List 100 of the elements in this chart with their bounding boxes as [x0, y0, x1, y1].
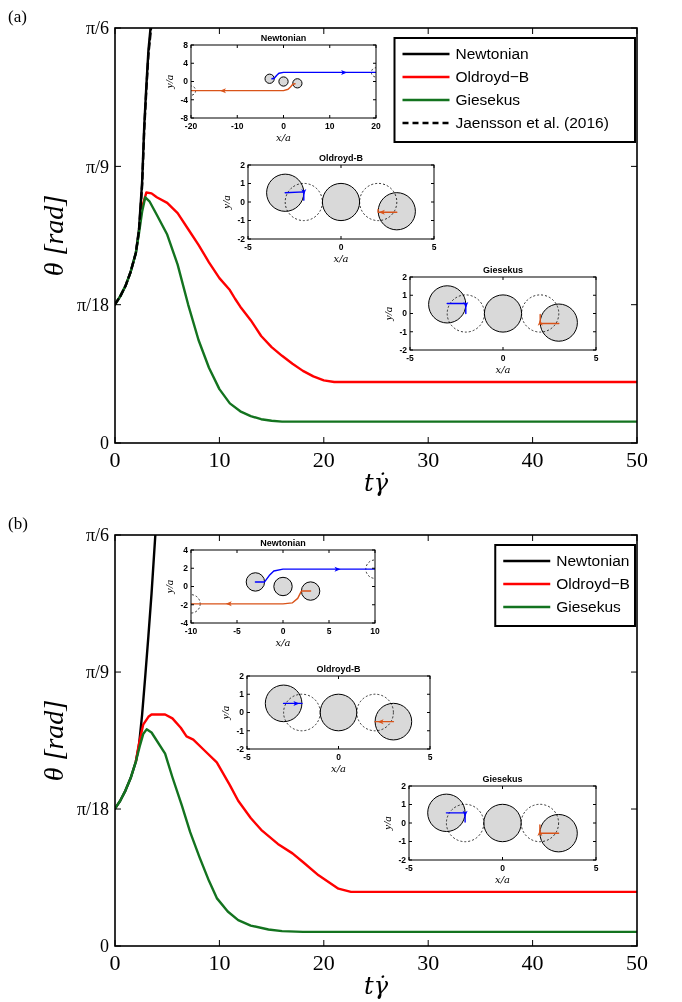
x-tick-label: 10	[208, 447, 231, 472]
x-tick-label: 20	[371, 121, 381, 131]
y-tick-label: 8	[183, 39, 189, 50]
y-tick-label: π/6	[85, 525, 109, 546]
x-tick-label: 0	[280, 626, 286, 636]
y-tick-label: -2	[180, 599, 189, 610]
x-tick-label: 5	[326, 626, 332, 636]
y-axis-title: y/a	[220, 194, 232, 210]
legend-label: Newtonian	[455, 45, 529, 63]
line-series	[140, 191, 637, 384]
y-tick-label: -1	[236, 725, 245, 736]
line-series	[115, 728, 637, 934]
y-tick-label: π/9	[85, 156, 109, 177]
y-tick-label: -1	[398, 836, 407, 847]
text: (b)	[8, 514, 28, 533]
y-tick-label: 1	[402, 290, 408, 301]
y-tick-label: 1	[239, 689, 245, 700]
chart-title: Newtonian	[260, 33, 307, 43]
y-axis-title: θ [rad]	[38, 194, 69, 277]
x-axis-title: x/a	[275, 637, 291, 648]
x-tick-label: 0	[500, 353, 506, 363]
y-tick-label: 2	[239, 670, 245, 681]
x-tick-label: 0	[500, 863, 506, 873]
y-tick-label: -2	[236, 743, 245, 754]
y-axis-title: y/a	[163, 579, 175, 595]
x-axis-title: tγ̇	[364, 469, 389, 497]
chart-title: Newtonian	[260, 538, 306, 548]
chart-title: Oldroyd-B	[316, 664, 361, 674]
y-tick-label: -4	[180, 94, 189, 105]
y-tick-label: -2	[237, 233, 246, 244]
legend-label: Jaensson et al. (2016)	[455, 114, 609, 132]
y-tick-label: -8	[180, 112, 189, 123]
x-tick-label: 30	[417, 447, 440, 472]
y-tick-label: 4	[183, 58, 189, 69]
y-axis-title: y/a	[381, 815, 393, 831]
x-tick-label: 5	[593, 353, 599, 363]
x-tick-label: 10	[208, 950, 231, 975]
y-tick-label: π/9	[85, 662, 109, 683]
x-tick-label: 40	[521, 950, 544, 975]
y-tick-label: 0	[100, 936, 109, 957]
x-tick-label: -5	[233, 626, 242, 636]
y-tick-label: 0	[239, 707, 245, 718]
y-tick-label: 2	[401, 780, 407, 791]
y-axis-title: y/a	[382, 306, 394, 322]
x-tick-label: -5	[406, 353, 415, 363]
y-tick-label: 2	[402, 271, 408, 282]
legend-label: Oldroyd−B	[556, 575, 630, 593]
x-tick-label: 50	[626, 950, 648, 975]
chart-title: Oldroyd-B	[319, 153, 364, 163]
chart-title: Giesekus	[482, 774, 523, 784]
x-axis-title: x/a	[495, 364, 511, 375]
y-tick-label: 2	[183, 563, 189, 574]
y-tick-label: 1	[240, 178, 246, 189]
x-tick-label: 50	[626, 447, 648, 472]
y-axis-title: y/a	[219, 705, 231, 721]
x-axis-title: x/a	[495, 874, 511, 885]
x-tick-label: 0	[281, 121, 287, 131]
legend-label: Newtonian	[556, 552, 630, 570]
x-tick-label: 5	[427, 752, 433, 762]
x-tick-label: 10	[325, 121, 335, 131]
y-tick-label: 1	[401, 799, 407, 810]
y-axis-title: θ [rad]	[38, 699, 69, 782]
x-tick-label: -20	[184, 121, 198, 131]
x-tick-label: 0	[336, 752, 342, 762]
legend-label: Giesekus	[455, 91, 521, 109]
x-tick-label: -5	[244, 242, 253, 252]
x-tick-label: 30	[417, 950, 440, 975]
x-tick-label: 5	[431, 242, 437, 252]
x-tick-label: 20	[312, 447, 335, 472]
y-tick-label: 0	[183, 76, 189, 87]
x-tick-label: 20	[312, 950, 335, 975]
x-tick-label: 10	[370, 626, 380, 636]
y-axis-title: y/a	[163, 74, 175, 90]
y-tick-label: 0	[240, 196, 246, 207]
y-tick-label: -2	[398, 854, 407, 865]
x-tick-label: -5	[405, 863, 414, 873]
y-tick-label: 0	[183, 581, 189, 592]
text: (a)	[8, 7, 27, 26]
x-axis-title: x/a	[331, 763, 347, 774]
y-tick-label: -4	[180, 617, 189, 628]
legend-label: Giesekus	[556, 598, 622, 616]
x-axis-title: x/a	[333, 253, 349, 264]
x-tick-label: -5	[243, 752, 252, 762]
y-tick-label: -1	[399, 326, 408, 337]
y-tick-label: -2	[399, 344, 408, 355]
x-tick-label: 40	[521, 447, 544, 472]
x-tick-label: 0	[338, 242, 344, 252]
x-tick-label: -10	[231, 121, 244, 131]
y-tick-label: π/18	[76, 799, 109, 820]
x-axis-title: x/a	[276, 132, 292, 143]
y-tick-label: 0	[401, 817, 407, 828]
legend-label: Oldroyd−B	[455, 68, 530, 86]
y-tick-label: -1	[237, 215, 246, 226]
y-tick-label: 2	[240, 159, 246, 170]
chart-title: Giesekus	[482, 265, 524, 275]
y-tick-label: π/6	[85, 18, 109, 39]
x-tick-label: -10	[184, 626, 198, 636]
x-axis-title: tγ̇	[364, 972, 389, 1000]
line-series	[115, 196, 637, 423]
y-tick-label: π/18	[76, 294, 109, 315]
